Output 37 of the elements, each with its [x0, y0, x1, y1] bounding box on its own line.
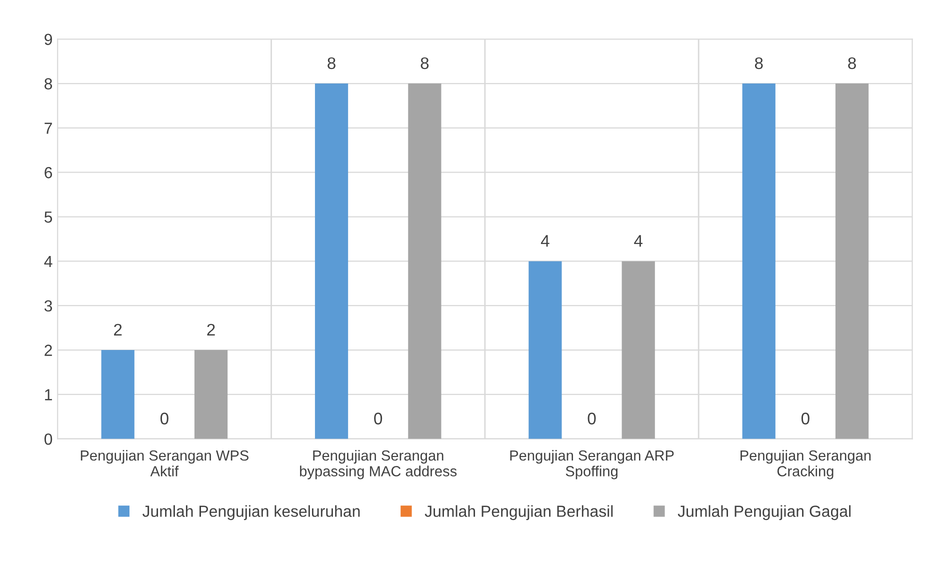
data-label: 0 [160, 412, 168, 424]
data-label: 2 [114, 324, 122, 336]
data-label: 8 [754, 57, 763, 70]
data-label: 4 [634, 235, 642, 247]
x-tick-label: Pengujian Serangan WPS Aktif [80, 450, 248, 476]
bar [528, 261, 562, 439]
data-label: 0 [374, 412, 382, 424]
legend-label: Jumlah Pengujian Gagal [678, 505, 851, 520]
legend-label: Jumlah Pengujian keseluruhan [142, 505, 360, 520]
bar [194, 350, 228, 439]
data-label: 4 [540, 235, 550, 247]
y-tick-label: 1 [45, 389, 52, 400]
y-tick-label: 7 [44, 122, 52, 134]
data-label: 0 [801, 412, 810, 424]
y-tick-label: 0 [44, 433, 52, 445]
bar [101, 350, 134, 439]
y-tick-label: 9 [44, 34, 52, 46]
data-label: 0 [588, 412, 596, 424]
y-tick-label: 8 [44, 78, 52, 90]
data-label: 8 [420, 57, 429, 70]
data-label: 8 [328, 57, 336, 70]
y-tick-label: 6 [44, 167, 52, 178]
data-label: 8 [848, 57, 856, 70]
bar [742, 84, 776, 439]
bar [622, 261, 655, 439]
legend-label: Jumlah Pengujian Berhasil [424, 505, 613, 520]
bar [314, 84, 348, 439]
data-label: 2 [207, 324, 215, 336]
y-tick-label: 4 [44, 256, 52, 267]
x-tick-label: Pengujian Serangan Cracking [740, 450, 871, 480]
x-tick-label: Pengujian Serangan ARP Spoffing [510, 450, 674, 480]
bar [408, 84, 442, 439]
y-tick-label: 3 [44, 300, 52, 312]
x-tick-label: Pengujian Serangan bypassing MAC address [300, 450, 457, 480]
y-tick-label: 2 [44, 344, 52, 356]
y-tick-label: 5 [44, 212, 52, 223]
bar [835, 84, 869, 439]
